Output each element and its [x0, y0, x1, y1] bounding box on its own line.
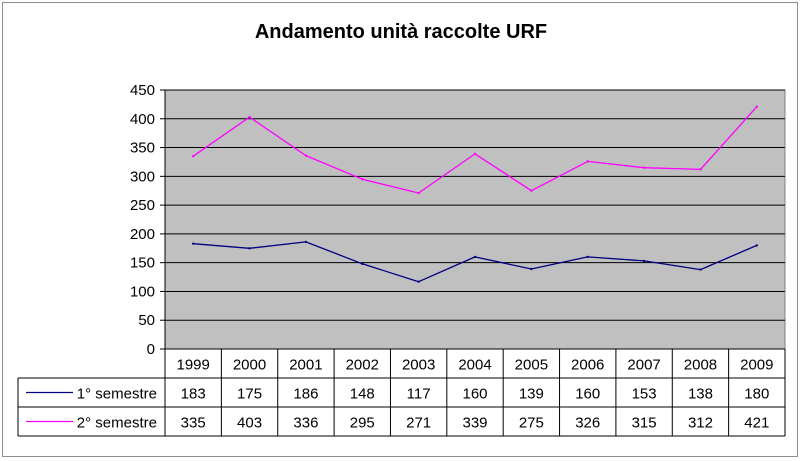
data-cell-series-2-2007: 315	[632, 415, 657, 432]
x-category-label-2008: 2008	[684, 357, 717, 374]
data-point-series-2-2004	[473, 152, 477, 156]
y-tick-label-250: 250	[130, 197, 155, 214]
data-cell-series-1-2006: 160	[575, 386, 600, 403]
data-point-series-2-1999	[191, 154, 195, 158]
data-point-series-1-2006	[586, 255, 589, 259]
data-point-series-1-2005	[530, 267, 533, 271]
y-tick-label-150: 150	[130, 255, 155, 272]
y-tick-label-350: 350	[130, 140, 155, 157]
x-category-label-2005: 2005	[515, 357, 548, 374]
data-cell-series-1-2001: 186	[293, 386, 318, 403]
data-point-series-2-2008	[699, 168, 702, 171]
legend-label-series-1: 1° semestre	[77, 386, 157, 403]
data-cell-series-1-2000: 175	[237, 386, 262, 403]
y-tick-label-50: 50	[138, 312, 155, 329]
x-category-label-2001: 2001	[289, 357, 322, 374]
data-point-series-1-1999	[191, 242, 195, 245]
data-cell-series-2-2000: 403	[237, 415, 262, 432]
data-point-series-1-2001	[304, 240, 308, 244]
data-point-series-2-2009	[755, 105, 759, 108]
data-point-series-2-2006	[586, 160, 589, 163]
legend-label-series-2: 2° semestre	[77, 415, 157, 432]
x-category-label-2007: 2007	[627, 357, 660, 374]
chart-title: Andamento unità raccolte URF	[254, 21, 548, 43]
x-category-label-1999: 1999	[176, 357, 209, 374]
x-category-label-2009: 2009	[740, 357, 773, 374]
x-category-label-2000: 2000	[233, 357, 266, 374]
data-point-series-2-2002	[361, 178, 364, 181]
data-point-series-1-2008	[699, 268, 702, 271]
y-tick-label-200: 200	[130, 226, 155, 243]
data-point-series-2-2000	[248, 115, 251, 119]
data-point-series-1-2007	[642, 259, 646, 263]
data-point-series-2-2001	[304, 154, 308, 157]
data-cell-series-2-1999: 335	[181, 415, 206, 432]
data-cell-series-1-2004: 160	[462, 386, 487, 403]
x-category-label-2002: 2002	[346, 357, 379, 374]
data-cell-series-2-2009: 421	[744, 415, 769, 432]
data-cell-series-2-2005: 275	[519, 415, 544, 432]
data-cell-series-2-2003: 271	[406, 415, 431, 432]
x-category-label-2006: 2006	[571, 357, 604, 374]
y-tick-label-100: 100	[130, 283, 155, 300]
data-cell-series-2-2002: 295	[350, 415, 375, 432]
data-cell-series-2-2004: 339	[462, 415, 487, 432]
data-cell-series-2-2001: 336	[293, 415, 318, 432]
data-point-series-1-2009	[755, 244, 759, 247]
data-cell-series-2-2006: 326	[575, 415, 600, 432]
y-tick-label-0: 0	[147, 341, 155, 358]
x-category-label-2003: 2003	[402, 357, 435, 374]
data-cell-series-1-2008: 138	[688, 386, 713, 403]
data-point-series-1-2002	[361, 262, 364, 266]
plot-area	[164, 89, 786, 350]
data-cell-series-1-2007: 153	[632, 386, 657, 403]
data-point-series-2-2007	[642, 166, 646, 169]
data-cell-series-1-1999: 183	[181, 386, 206, 403]
data-point-series-1-2000	[248, 247, 251, 250]
data-point-series-2-2003	[417, 191, 420, 195]
data-cell-series-1-2003: 117	[407, 386, 431, 403]
y-tick-label-400: 400	[130, 111, 155, 128]
data-point-series-1-2003	[417, 280, 420, 283]
data-cell-series-1-2009: 180	[744, 386, 769, 403]
data-point-series-1-2004	[473, 255, 477, 259]
x-category-label-2004: 2004	[458, 357, 491, 374]
data-cell-series-1-2005: 139	[519, 386, 544, 403]
data-point-series-2-2005	[530, 189, 533, 192]
data-cell-series-2-2008: 312	[688, 415, 713, 432]
y-tick-label-300: 300	[130, 168, 155, 185]
y-tick-label-450: 450	[130, 82, 155, 99]
data-cell-series-1-2002: 148	[350, 386, 375, 403]
